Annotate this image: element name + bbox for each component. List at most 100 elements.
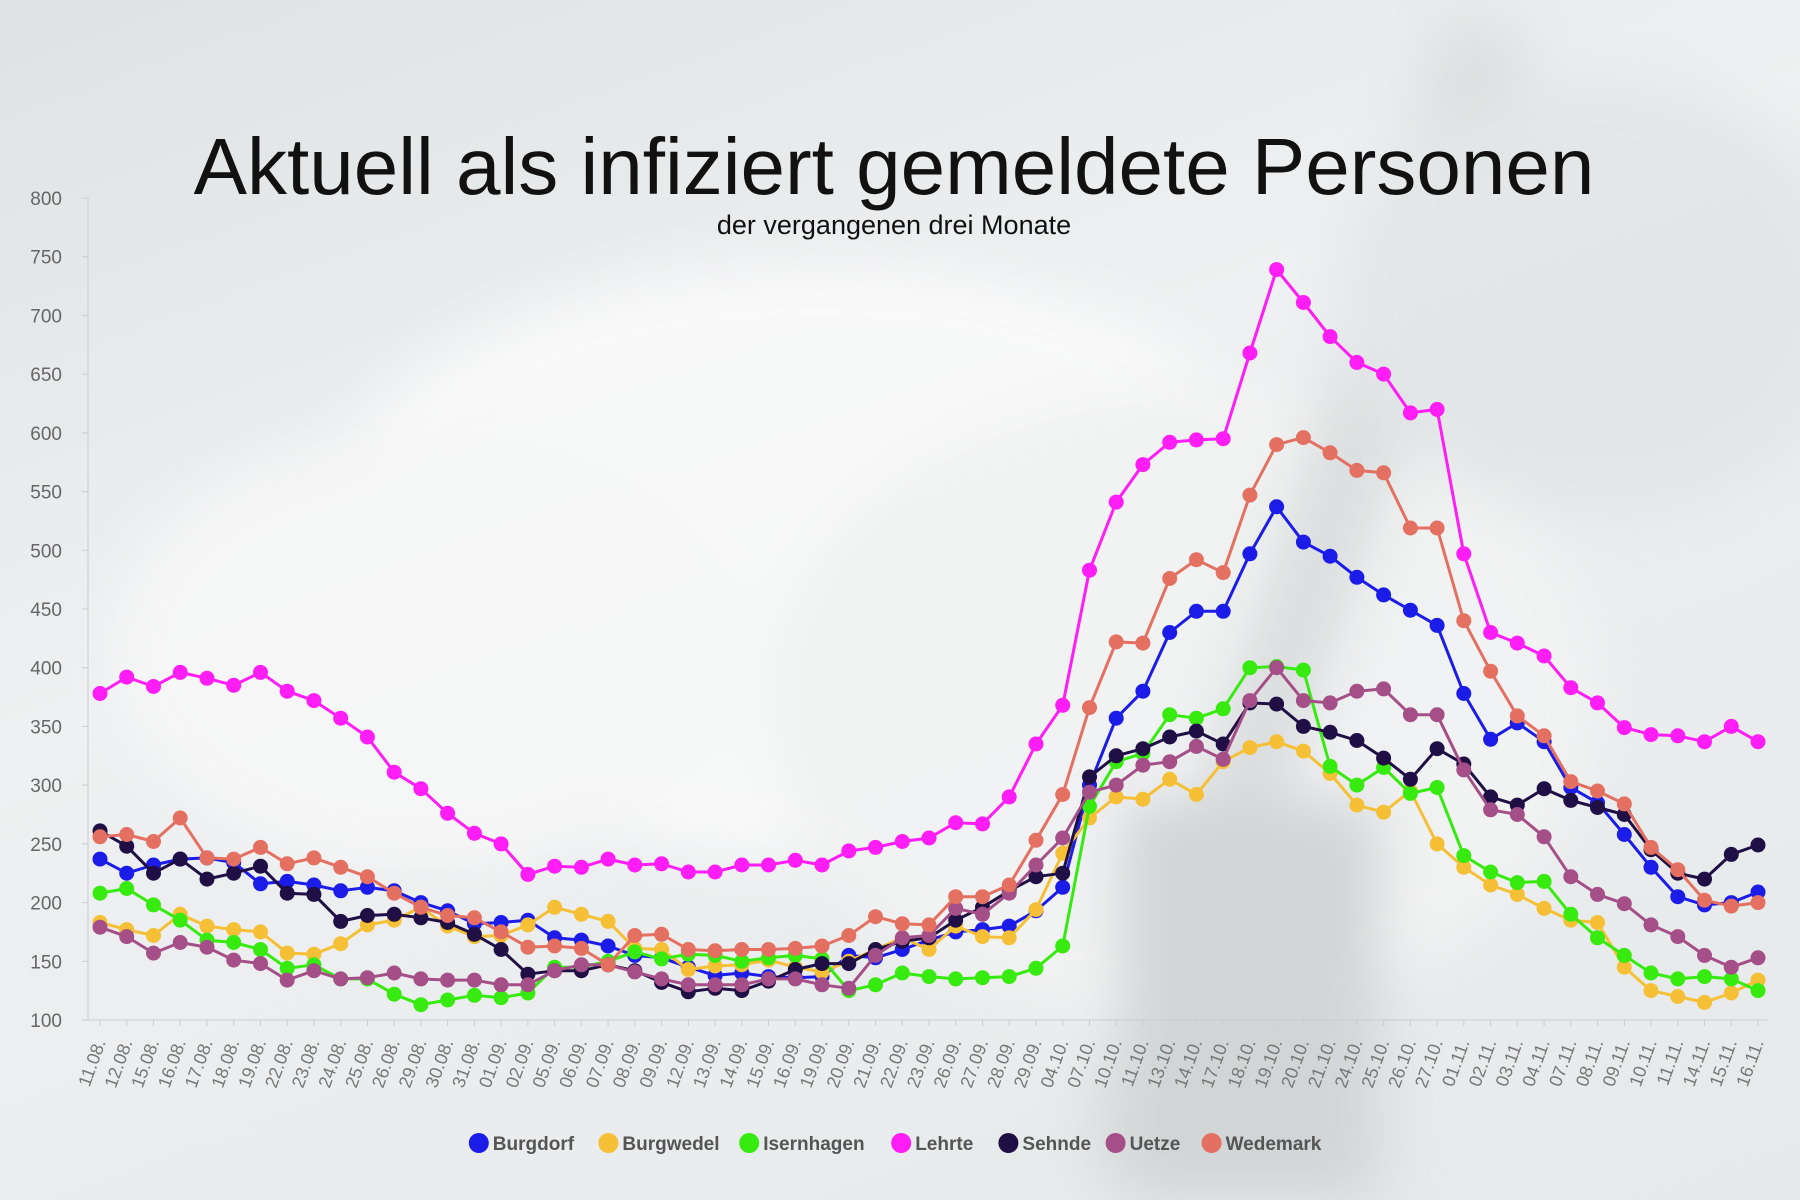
data-point bbox=[573, 906, 589, 922]
data-point bbox=[1429, 836, 1445, 852]
data-point bbox=[1108, 789, 1124, 805]
data-point bbox=[1456, 848, 1472, 864]
data-point bbox=[1295, 743, 1311, 759]
data-point bbox=[975, 929, 990, 945]
data-point bbox=[1028, 832, 1044, 848]
data-point bbox=[1135, 635, 1151, 651]
data-point bbox=[226, 922, 242, 938]
data-point bbox=[1590, 695, 1605, 711]
data-point bbox=[146, 945, 161, 961]
data-point bbox=[1616, 827, 1632, 842]
legend-label: Burgdorf bbox=[493, 1134, 575, 1155]
data-point bbox=[92, 829, 108, 845]
data-point bbox=[1188, 787, 1204, 802]
data-point bbox=[1536, 829, 1552, 845]
data-point bbox=[547, 963, 563, 979]
data-point bbox=[520, 977, 536, 993]
series-wedemark bbox=[92, 430, 1766, 973]
data-point bbox=[226, 677, 242, 693]
data-point bbox=[814, 857, 830, 873]
legend-marker bbox=[1105, 1133, 1126, 1153]
data-point bbox=[520, 966, 536, 982]
data-point bbox=[627, 944, 643, 960]
data-point bbox=[1242, 740, 1258, 756]
data-point bbox=[1162, 771, 1178, 787]
data-point bbox=[894, 930, 910, 946]
legend-item[interactable]: Uetze bbox=[1105, 1133, 1181, 1155]
data-point bbox=[921, 928, 937, 943]
data-point bbox=[841, 980, 857, 996]
data-point bbox=[1215, 701, 1231, 717]
legend-marker bbox=[998, 1133, 1019, 1153]
legend-marker bbox=[891, 1133, 912, 1153]
series-line bbox=[99, 268, 1759, 876]
data-point bbox=[1590, 783, 1605, 799]
data-point bbox=[707, 958, 723, 974]
data-point bbox=[1670, 971, 1686, 987]
data-point bbox=[868, 839, 883, 855]
data-point bbox=[1188, 710, 1204, 726]
legend-item[interactable]: Burgdorf bbox=[468, 1133, 575, 1155]
data-point bbox=[734, 953, 750, 969]
data-point bbox=[386, 906, 402, 922]
data-point bbox=[226, 935, 242, 950]
legend-label: Isernhagen bbox=[763, 1134, 864, 1155]
legend-item[interactable]: Isernhagen bbox=[739, 1133, 865, 1155]
data-point bbox=[172, 851, 188, 867]
data-point bbox=[279, 683, 295, 699]
data-point bbox=[172, 912, 188, 928]
data-point bbox=[1590, 915, 1605, 930]
data-point bbox=[1269, 734, 1285, 750]
legend-label: Wedemark bbox=[1226, 1134, 1322, 1155]
legend-item[interactable]: Burgwedel bbox=[598, 1133, 720, 1155]
data-point bbox=[1295, 430, 1311, 446]
data-point bbox=[1456, 762, 1472, 778]
data-point bbox=[359, 729, 375, 745]
data-point bbox=[1590, 800, 1605, 815]
data-point bbox=[1349, 797, 1365, 813]
data-point bbox=[627, 928, 643, 943]
data-point bbox=[1162, 729, 1178, 745]
data-point bbox=[1162, 707, 1178, 723]
data-point bbox=[1536, 873, 1552, 889]
data-point bbox=[333, 913, 349, 929]
data-point bbox=[1616, 947, 1632, 963]
series-line bbox=[99, 436, 1759, 967]
chart-title: Aktuell als infiziert gemeldete Personen bbox=[194, 122, 1595, 211]
data-point bbox=[1349, 569, 1365, 585]
data-point bbox=[1001, 918, 1017, 934]
legend-item[interactable]: Lehrte bbox=[891, 1133, 973, 1155]
data-point bbox=[1563, 906, 1579, 922]
data-point bbox=[1723, 846, 1739, 862]
data-point bbox=[440, 908, 456, 923]
data-point bbox=[493, 942, 509, 957]
data-point bbox=[466, 825, 482, 841]
series-line bbox=[99, 740, 1759, 1004]
data-point bbox=[1429, 780, 1445, 795]
data-point bbox=[894, 916, 910, 932]
data-point bbox=[948, 889, 964, 905]
data-point bbox=[226, 851, 242, 867]
y-tick-label: 400 bbox=[30, 659, 62, 680]
data-point bbox=[707, 977, 723, 993]
data-point bbox=[1349, 462, 1365, 478]
legend-item[interactable]: Sehnde bbox=[998, 1133, 1091, 1155]
y-tick-label: 700 bbox=[30, 306, 62, 327]
data-point bbox=[119, 827, 135, 842]
data-point bbox=[547, 938, 563, 954]
data-point bbox=[1055, 879, 1071, 895]
data-point bbox=[1697, 969, 1712, 985]
data-point bbox=[119, 838, 135, 854]
data-point bbox=[547, 899, 563, 915]
data-point bbox=[1028, 869, 1044, 885]
data-point bbox=[1429, 520, 1445, 536]
data-point bbox=[466, 987, 482, 1003]
data-point bbox=[1055, 865, 1071, 881]
data-point bbox=[787, 940, 803, 956]
data-point bbox=[1055, 697, 1071, 713]
data-point bbox=[199, 918, 215, 934]
data-point bbox=[1376, 681, 1392, 697]
legend-item[interactable]: Wedemark bbox=[1201, 1133, 1322, 1155]
data-point bbox=[1616, 896, 1632, 912]
